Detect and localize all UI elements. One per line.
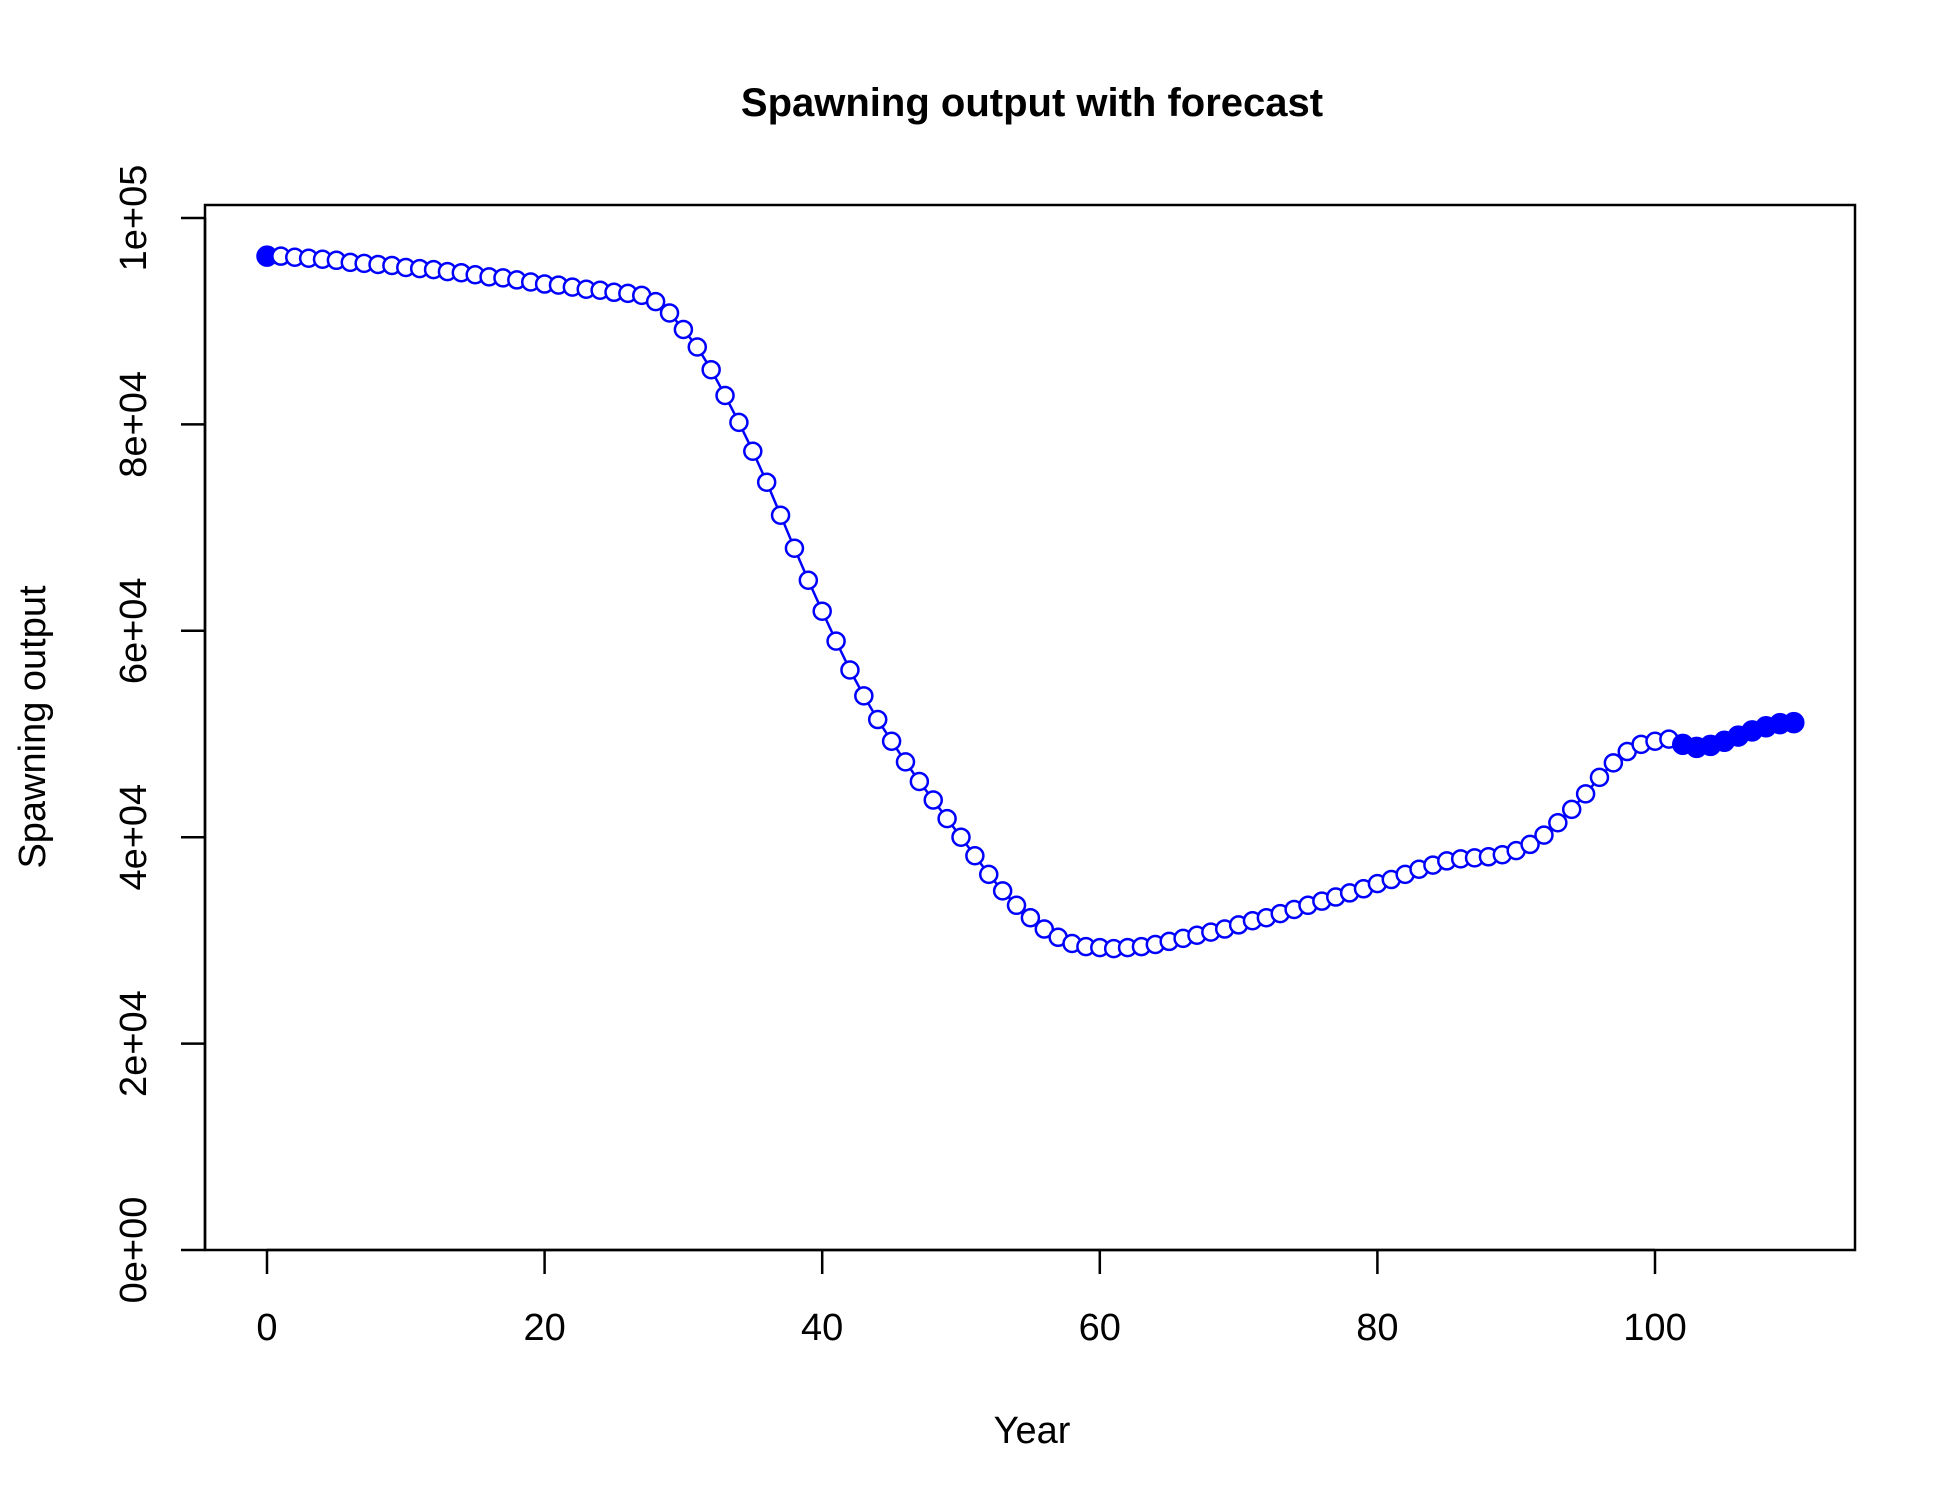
data-point bbox=[937, 808, 957, 829]
x-tick-label: 100 bbox=[1623, 1307, 1686, 1349]
x-tick-label: 0 bbox=[256, 1307, 277, 1349]
data-point bbox=[1534, 825, 1554, 845]
data-point bbox=[840, 660, 860, 680]
data-point bbox=[895, 752, 916, 772]
data-point bbox=[756, 472, 777, 492]
data-point bbox=[909, 771, 930, 792]
data-point bbox=[715, 385, 735, 406]
y-tick-label: 6e+04 bbox=[113, 577, 155, 684]
data-point bbox=[1520, 834, 1540, 855]
data-point bbox=[867, 709, 888, 730]
x-tick-label: 40 bbox=[801, 1307, 843, 1349]
y-tick-label: 8e+04 bbox=[113, 371, 155, 478]
x-tick-label: 80 bbox=[1356, 1307, 1398, 1349]
data-point bbox=[1603, 753, 1624, 773]
chart-title: Spawning output with forecast bbox=[741, 81, 1323, 125]
data-point bbox=[798, 570, 819, 590]
y-tick-label: 0e+00 bbox=[113, 1197, 155, 1304]
data-point bbox=[1561, 799, 1582, 820]
data-point bbox=[701, 359, 721, 380]
data-point bbox=[659, 303, 680, 323]
data-point bbox=[881, 731, 902, 751]
plot-frame bbox=[203, 203, 1857, 1252]
data-point bbox=[992, 881, 1013, 901]
data-point bbox=[854, 686, 874, 706]
data-point bbox=[770, 505, 791, 525]
y-axis: 0e+00 2e+04 4e+04 6e+04 8e+04 1e+05 bbox=[113, 165, 207, 1304]
data-point bbox=[923, 790, 943, 810]
data-point bbox=[687, 337, 708, 357]
data-point bbox=[826, 631, 846, 651]
data-point bbox=[1020, 907, 1041, 928]
data-point bbox=[1006, 895, 1027, 916]
y-tick-label: 2e+04 bbox=[113, 990, 155, 1097]
data-point bbox=[1548, 813, 1568, 833]
data-point bbox=[784, 538, 805, 558]
data-point bbox=[673, 319, 694, 340]
y-tick-label: 4e+04 bbox=[113, 784, 155, 891]
x-axis: 0 20 40 60 80 100 bbox=[256, 1248, 1687, 1349]
y-axis-label: Spawning output bbox=[12, 585, 54, 869]
data-point bbox=[1034, 919, 1055, 939]
data-point bbox=[645, 291, 666, 312]
x-tick-label: 60 bbox=[1079, 1307, 1121, 1349]
data-point bbox=[1575, 784, 1596, 804]
x-axis-label: Year bbox=[994, 1410, 1071, 1452]
x-tick-label: 20 bbox=[523, 1307, 565, 1349]
y-tick-label: 1e+05 bbox=[113, 165, 155, 272]
data-point bbox=[979, 864, 999, 885]
data-point bbox=[965, 846, 985, 866]
series-layer bbox=[256, 245, 1805, 959]
series-line bbox=[267, 254, 1794, 950]
data-point-filled bbox=[1783, 711, 1805, 734]
data-point bbox=[1589, 767, 1610, 788]
data-point bbox=[729, 412, 749, 433]
data-point bbox=[951, 827, 971, 847]
data-point bbox=[743, 441, 763, 461]
data-point bbox=[812, 601, 832, 621]
